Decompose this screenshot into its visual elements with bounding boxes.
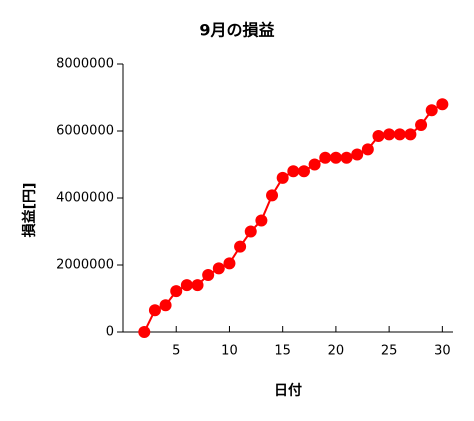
x-tick-label: 20	[328, 344, 345, 359]
marker	[372, 130, 385, 143]
marker	[202, 269, 215, 282]
marker	[266, 189, 279, 202]
marker	[329, 151, 342, 164]
marker	[191, 279, 204, 292]
marker	[148, 304, 161, 317]
marker	[255, 214, 268, 227]
marker	[393, 128, 406, 141]
y-tick-label: 8000000	[56, 57, 114, 72]
x-tick-label: 10	[221, 344, 238, 359]
marker	[223, 257, 236, 270]
marker	[138, 326, 151, 338]
x-tick-label: 5	[172, 344, 180, 359]
x-tick-label: 15	[274, 344, 291, 359]
marker	[308, 158, 321, 171]
y-tick-label: 4000000	[56, 191, 114, 206]
x-axis-label: 日付	[274, 382, 302, 399]
marker	[234, 240, 247, 253]
marker	[361, 143, 374, 156]
x-tick-label: 30	[434, 344, 451, 359]
marker	[276, 171, 289, 184]
y-tick-label: 0	[106, 325, 114, 340]
marker	[425, 104, 438, 117]
marker	[297, 165, 310, 178]
x-tick-label: 25	[381, 344, 398, 359]
marker	[436, 98, 449, 111]
marker	[404, 128, 417, 141]
marker	[170, 285, 183, 298]
marker	[351, 148, 364, 161]
chart-title: 9月の損益	[199, 21, 274, 40]
y-tick-label: 6000000	[56, 124, 114, 139]
marker	[244, 225, 257, 238]
y-axis-label: 損益[円]	[21, 183, 38, 238]
y-tick-label: 2000000	[56, 258, 114, 273]
marker	[287, 165, 300, 178]
marker	[180, 279, 193, 292]
marker	[383, 128, 396, 141]
marker	[212, 262, 225, 275]
marker	[319, 151, 332, 164]
marker	[340, 151, 353, 164]
marker	[415, 118, 428, 131]
marker	[159, 299, 172, 312]
